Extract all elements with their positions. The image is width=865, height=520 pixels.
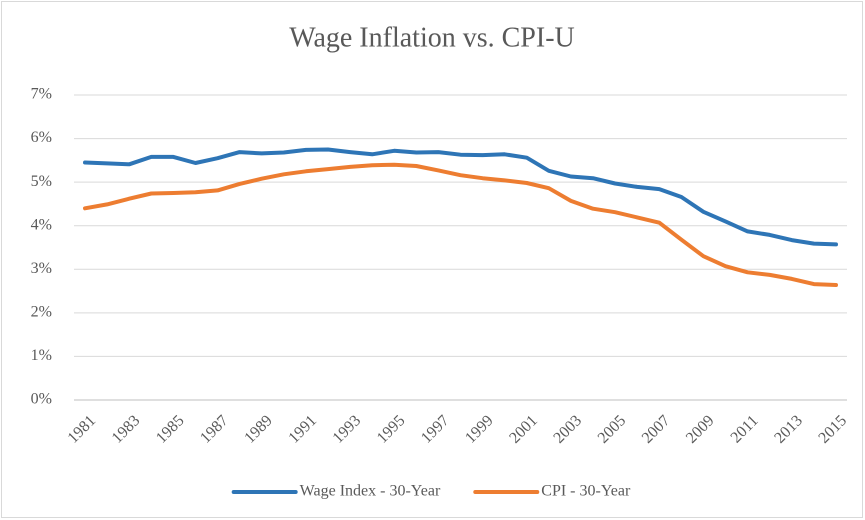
y-tick-label: 7% bbox=[31, 86, 52, 103]
y-tick-label: 2% bbox=[31, 304, 52, 321]
legend-label: CPI - 30-Year bbox=[541, 483, 631, 500]
y-tick-label: 3% bbox=[31, 260, 52, 277]
y-tick-label: 4% bbox=[31, 216, 52, 233]
y-tick-label: 0% bbox=[31, 391, 52, 408]
y-tick-label: 1% bbox=[31, 347, 52, 364]
series-line bbox=[83, 162, 838, 287]
y-tick-label: 5% bbox=[31, 173, 52, 190]
series-line bbox=[83, 147, 838, 247]
legend-label: Wage Index - 30-Year bbox=[300, 483, 441, 500]
y-tick-label: 6% bbox=[31, 129, 52, 146]
chart-title: Wage Inflation vs. CPI-U bbox=[289, 22, 574, 53]
